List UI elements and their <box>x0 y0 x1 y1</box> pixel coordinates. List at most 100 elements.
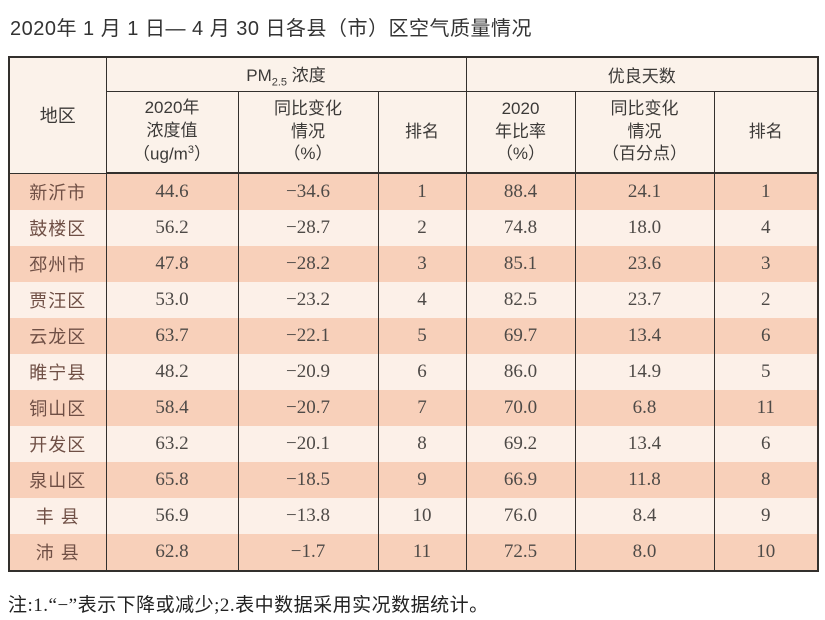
good-change-cell: 23.7 <box>574 282 715 318</box>
pm-rank-cell: 4 <box>377 282 467 318</box>
good-change-cell: 6.8 <box>574 390 715 426</box>
table-row: 云龙区 63.7 −22.1 5 69.7 13.4 6 <box>8 318 819 354</box>
pm-change-cell: −34.6 <box>237 173 379 210</box>
pm-rank-cell: 1 <box>377 173 467 210</box>
good-ratio-cell: 76.0 <box>465 498 576 534</box>
unit-prefix: （ug/m <box>133 144 188 164</box>
table-row: 贾汪区 53.0 −23.2 4 82.5 23.7 2 <box>8 282 819 318</box>
table-row: 新沂市 44.6 −34.6 1 88.4 24.1 1 <box>8 173 819 210</box>
header-line: 情况 <box>627 121 662 141</box>
good-rank-cell: 11 <box>713 390 819 426</box>
good-rank-cell: 5 <box>713 354 819 390</box>
table-row: 睢宁县 48.2 −20.9 6 86.0 14.9 5 <box>8 354 819 390</box>
table-row: 开发区 63.2 −20.1 8 69.2 13.4 6 <box>8 426 819 462</box>
table-row: 鼓楼区 56.2 −28.7 2 74.8 18.0 4 <box>8 210 819 246</box>
table-row: 铜山区 58.4 −20.7 7 70.0 6.8 11 <box>8 390 819 426</box>
region-cell: 睢宁县 <box>8 354 107 390</box>
pm-change-cell: −20.7 <box>237 390 379 426</box>
pm-change-cell: −22.1 <box>237 318 379 354</box>
header-good-change: 同比变化 情况 （百分点） <box>574 91 715 174</box>
region-cell: 贾汪区 <box>8 282 107 318</box>
good-ratio-cell: 72.5 <box>465 534 576 571</box>
good-ratio-cell: 88.4 <box>465 173 576 210</box>
footnote: 注:1.“−”表示下降或减少;2.表中数据采用实况数据统计。 <box>8 595 489 616</box>
pm-rank-cell: 11 <box>377 534 467 571</box>
good-change-cell: 8.4 <box>574 498 715 534</box>
header-good-rank: 排名 <box>713 91 819 174</box>
pm-change-cell: −28.2 <box>237 246 379 282</box>
pm-rank-cell: 10 <box>377 498 467 534</box>
header-line: （百分点） <box>602 144 687 164</box>
good-change-cell: 13.4 <box>574 318 715 354</box>
good-change-cell: 11.8 <box>574 462 715 498</box>
pm-rank-cell: 3 <box>377 246 467 282</box>
pm-group-subscript: 2.5 <box>271 76 288 89</box>
pm-change-cell: −20.1 <box>237 426 379 462</box>
header-cols-row: 2020年 浓度值 （ug/m3） 同比变化 情况 （%） 排名 2020 年比… <box>9 91 819 174</box>
pm-value-cell: 44.6 <box>105 173 239 210</box>
region-cell: 丰 县 <box>8 498 107 534</box>
table-row: 泉山区 65.8 −18.5 9 66.9 11.8 8 <box>8 462 819 498</box>
header-line: 年比率 <box>495 121 546 141</box>
pm-value-cell: 47.8 <box>105 246 239 282</box>
good-change-cell: 18.0 <box>574 210 715 246</box>
header-pm-value: 2020年 浓度值 （ug/m3） <box>105 91 239 174</box>
header-line: 同比变化 <box>274 98 342 118</box>
header-group-row: 地区 PM2.5 浓度 优良天数 <box>8 57 819 174</box>
table-header: 地区 PM2.5 浓度 优良天数 2020年 浓度值 （ug/m3） 同比变化 … <box>8 57 819 174</box>
region-cell: 沛 县 <box>8 534 107 571</box>
pm-group-suffix: 浓度 <box>287 65 326 85</box>
pm-rank-cell: 5 <box>377 318 467 354</box>
pm-change-cell: −18.5 <box>237 462 379 498</box>
header-good-ratio: 2020 年比率 （%） <box>465 91 576 174</box>
unit-superscript: 3 <box>187 144 194 157</box>
good-rank-cell: 9 <box>713 498 819 534</box>
pm-value-cell: 56.9 <box>105 498 239 534</box>
header-line: 情况 <box>291 121 325 141</box>
good-rank-cell: 8 <box>713 462 819 498</box>
pm-group-prefix: PM <box>246 65 272 85</box>
pm-value-cell: 56.2 <box>105 210 239 246</box>
pm-change-cell: −1.7 <box>237 534 379 571</box>
good-rank-cell: 6 <box>713 426 819 462</box>
region-cell: 云龙区 <box>8 318 107 354</box>
page-title: 2020年 1 月 1 日— 4 月 30 日各县（市）区空气质量情况 <box>10 18 533 40</box>
good-rank-cell: 3 <box>713 246 819 282</box>
good-ratio-cell: 86.0 <box>465 354 576 390</box>
good-rank-cell: 6 <box>713 318 819 354</box>
pm-change-cell: −20.9 <box>237 354 379 390</box>
region-cell: 新沂市 <box>8 173 107 210</box>
good-rank-cell: 2 <box>713 282 819 318</box>
pm-rank-cell: 6 <box>377 354 467 390</box>
good-rank-cell: 10 <box>713 534 819 571</box>
air-quality-table: 地区 PM2.5 浓度 优良天数 2020年 浓度值 （ug/m3） 同比变化 … <box>8 56 820 572</box>
good-ratio-cell: 66.9 <box>465 462 576 498</box>
good-ratio-cell: 69.7 <box>465 318 576 354</box>
good-change-cell: 8.0 <box>574 534 715 571</box>
region-cell: 铜山区 <box>8 390 107 426</box>
unit-suffix: ） <box>193 144 211 164</box>
header-line: （%） <box>495 144 546 164</box>
header-line: 同比变化 <box>610 98 679 118</box>
region-cell: 邳州市 <box>8 246 107 282</box>
header-good-days-group: 优良天数 <box>465 57 819 92</box>
good-change-cell: 13.4 <box>574 426 715 462</box>
header-line: 2020 <box>501 98 540 118</box>
pm-value-cell: 65.8 <box>105 462 239 498</box>
header-pm-group: PM2.5 浓度 <box>105 57 467 92</box>
pm-value-cell: 53.0 <box>105 282 239 318</box>
pm-rank-cell: 2 <box>377 210 467 246</box>
pm-rank-cell: 9 <box>377 462 467 498</box>
pm-value-cell: 62.8 <box>105 534 239 571</box>
table-body: 新沂市 44.6 −34.6 1 88.4 24.1 1 鼓楼区 56.2 −2… <box>8 173 819 571</box>
good-ratio-cell: 74.8 <box>465 210 576 246</box>
pm-value-cell: 48.2 <box>105 354 239 390</box>
pm-value-cell: 63.2 <box>105 426 239 462</box>
region-cell: 泉山区 <box>8 462 107 498</box>
region-cell: 鼓楼区 <box>8 210 107 246</box>
good-change-cell: 14.9 <box>574 354 715 390</box>
header-line: 浓度值 <box>146 121 198 141</box>
good-ratio-cell: 82.5 <box>465 282 576 318</box>
pm-value-cell: 58.4 <box>105 390 239 426</box>
